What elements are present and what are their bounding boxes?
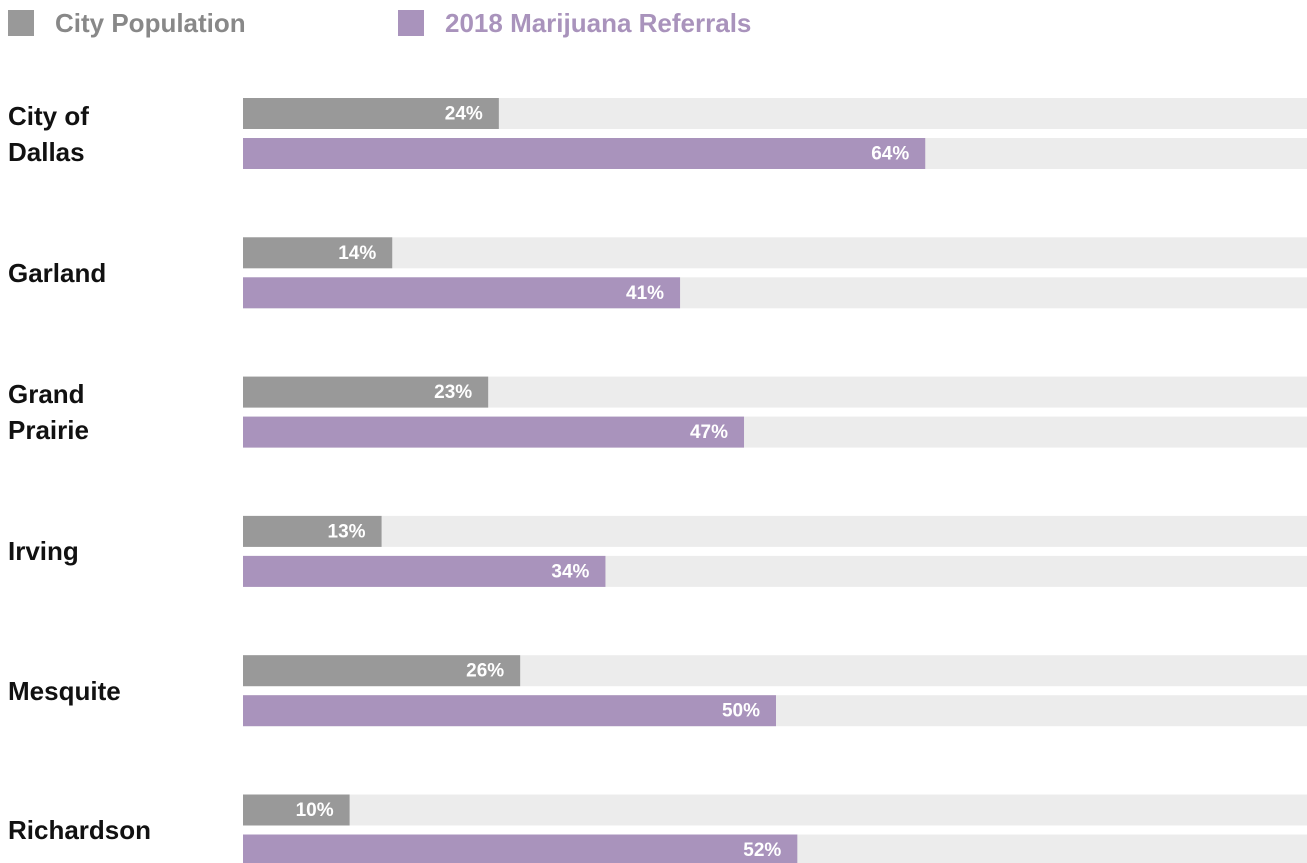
bar [243, 834, 798, 863]
bar-track [243, 794, 1307, 826]
value-label: 41% [626, 283, 664, 304]
bar [243, 794, 350, 826]
category-label: Richardson [8, 815, 152, 845]
bar [243, 138, 926, 169]
bar [243, 237, 393, 269]
category-label: Irving [8, 536, 79, 567]
legend-swatch [8, 10, 34, 36]
bar-track [243, 515, 1307, 547]
legend-swatch [398, 10, 424, 36]
bar [243, 515, 382, 547]
value-label: 47% [690, 422, 728, 443]
value-label: 50% [722, 701, 760, 722]
bar [243, 555, 606, 587]
category-label: Garland [8, 257, 107, 288]
category-label: City of Dallas [8, 100, 89, 167]
legend-label: 2018 Marijuana Referrals [445, 8, 751, 38]
bar [243, 695, 776, 727]
value-label: 52% [743, 840, 781, 861]
value-label: 14% [338, 243, 376, 264]
bar-track [243, 237, 1307, 269]
value-label: 26% [466, 661, 504, 682]
category-label: Mesquite [8, 675, 121, 706]
value-label: 24% [445, 104, 483, 125]
bar [243, 98, 499, 129]
value-label: 23% [434, 382, 472, 403]
bar [243, 416, 745, 448]
bar [243, 277, 681, 309]
bar [243, 376, 489, 408]
legend-label: City Population [55, 8, 246, 38]
category-label: Grand Prairie [8, 379, 89, 446]
bar [243, 655, 521, 687]
value-label: 10% [296, 800, 334, 821]
value-label: 64% [871, 144, 909, 165]
value-label: 13% [328, 521, 366, 542]
value-label: 34% [551, 561, 589, 582]
